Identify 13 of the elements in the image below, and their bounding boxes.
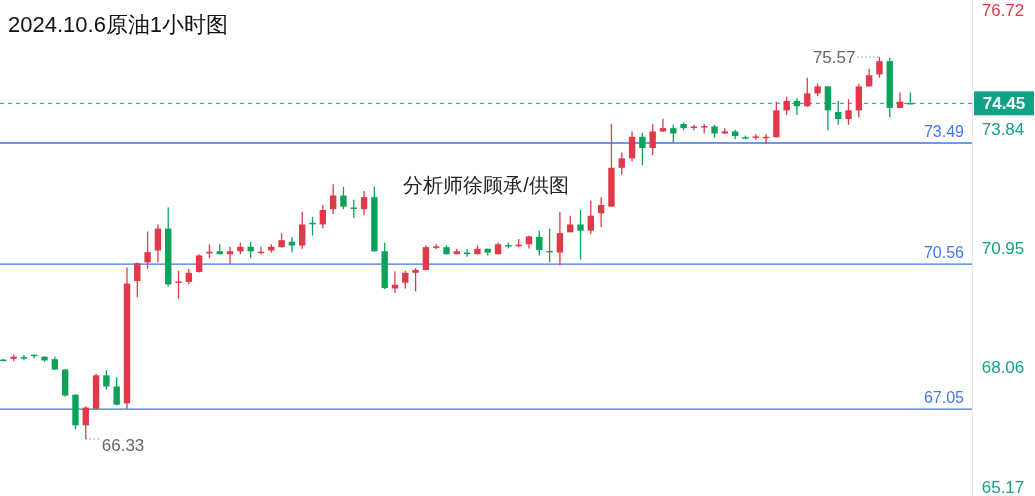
annotation: 75.57 [812,48,856,68]
ref-line-label: 70.56 [923,244,965,262]
y-tick-label: 76.72 [981,0,1025,20]
y-tick-label: 70.95 [981,239,1025,258]
ref-line-label: 67.05 [923,389,965,407]
y-tick-label: 65.17 [981,477,1025,496]
y-tick-label: 73.84 [981,119,1025,139]
annotation: 分析师徐顾承/供图 [403,174,569,196]
annotation: 66.33 [101,435,145,455]
ref-line-label: 74.45 [982,94,1026,114]
text: 2024.10.6原油1小时图 [8,12,229,37]
y-tick-label: 68.06 [981,358,1025,378]
ref-line-label: 73.49 [923,123,965,141]
